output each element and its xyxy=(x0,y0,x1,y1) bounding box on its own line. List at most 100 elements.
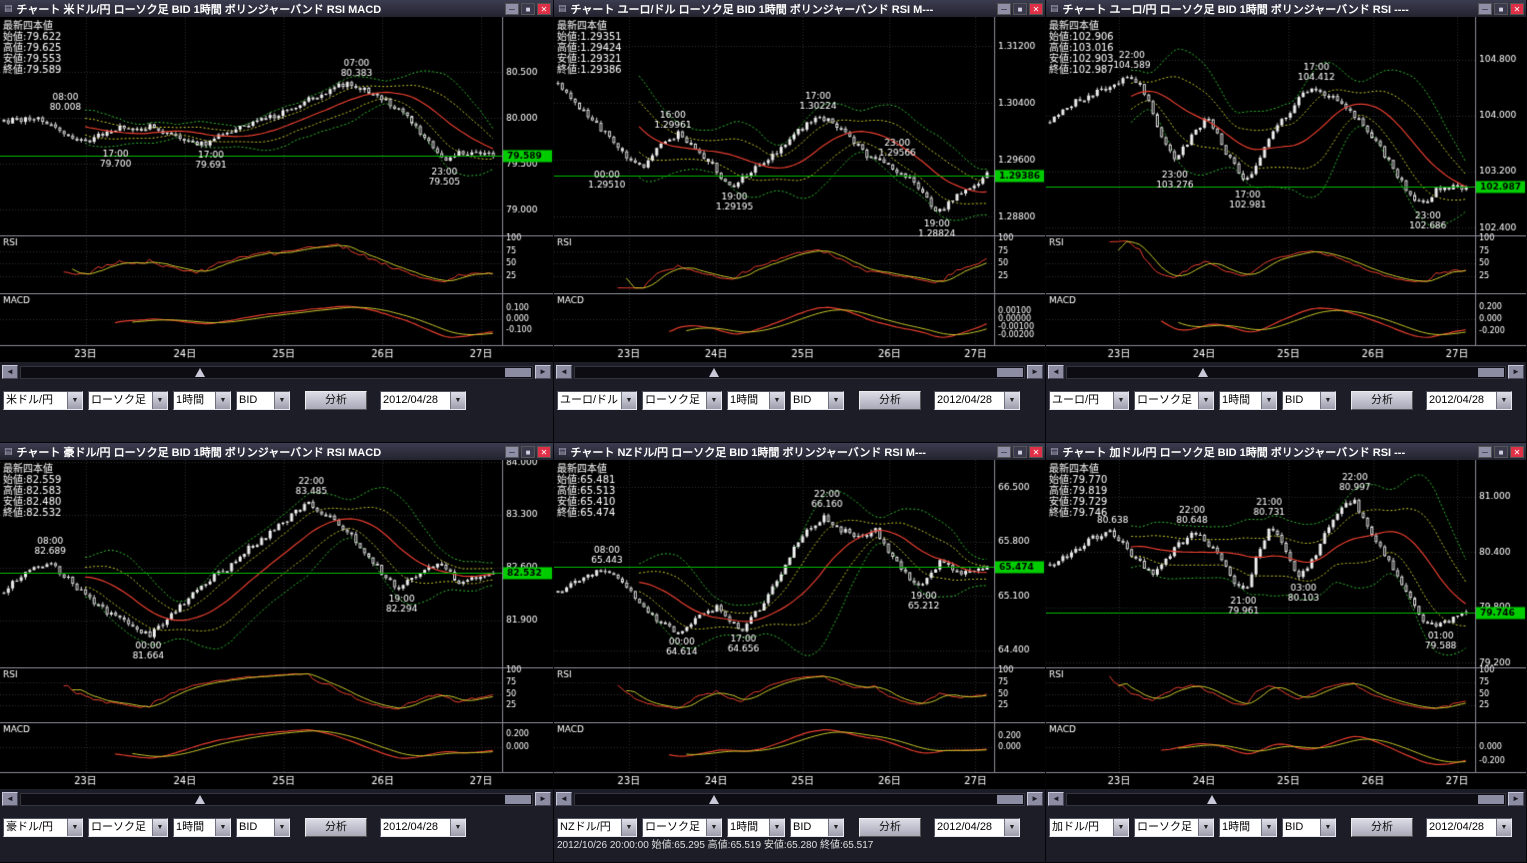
bid-ask-select[interactable]: BID ▼ xyxy=(790,817,844,837)
scrollbar-track[interactable] xyxy=(1066,365,1506,379)
bid-ask-select[interactable]: BID ▼ xyxy=(236,390,290,410)
minimize-button[interactable]: ─ xyxy=(1478,445,1492,458)
date-select[interactable]: 2012/04/28 ▼ xyxy=(1426,390,1512,410)
analyze-button[interactable]: 分析 xyxy=(305,817,367,837)
maximize-button[interactable]: ■ xyxy=(1494,445,1508,458)
price-chart-canvas[interactable] xyxy=(1046,460,1526,790)
close-button[interactable]: ✕ xyxy=(1029,2,1043,15)
chart-type-select[interactable]: ローソク足 ▼ xyxy=(1134,817,1214,837)
scroll-right-button[interactable]: ► xyxy=(1027,365,1043,380)
bid-ask-select[interactable]: BID ▼ xyxy=(1282,390,1336,410)
chart-window: ▤ チャート 米ドル/円 ローソク足 BID 1時間 ボリンジャーバンド RSI… xyxy=(0,0,554,443)
maximize-button[interactable]: ■ xyxy=(1494,2,1508,15)
scrollbar-track[interactable] xyxy=(20,365,533,379)
maximize-button[interactable]: ■ xyxy=(1013,445,1027,458)
period-select[interactable]: 1時間 ▼ xyxy=(173,817,231,837)
scrollbar-page-block[interactable] xyxy=(505,367,531,377)
scroll-right-button[interactable]: ► xyxy=(1027,792,1043,807)
maximize-button[interactable]: ■ xyxy=(1013,2,1027,15)
bid-ask-select[interactable]: BID ▼ xyxy=(790,390,844,410)
close-button[interactable]: ✕ xyxy=(537,445,551,458)
minimize-button[interactable]: ─ xyxy=(997,445,1011,458)
scroll-left-button[interactable]: ◄ xyxy=(556,365,572,380)
bid-ask-select[interactable]: BID ▼ xyxy=(1282,817,1336,837)
scrollbar-thumb[interactable] xyxy=(194,367,205,377)
period-select[interactable]: 1時間 ▼ xyxy=(727,390,785,410)
scrollbar-track[interactable] xyxy=(1066,792,1506,806)
pair-select[interactable]: NZドル/円 ▼ xyxy=(557,817,637,837)
chart-type-select[interactable]: ローソク足 ▼ xyxy=(88,817,168,837)
window-titlebar[interactable]: ▤ チャート ユーロ/円 ローソク足 BID 1時間 ボリンジャーバンド RSI… xyxy=(1046,0,1526,17)
scroll-left-button[interactable]: ◄ xyxy=(1048,792,1064,807)
scrollbar-track[interactable] xyxy=(574,792,1025,806)
window-titlebar[interactable]: ▤ チャート ユーロ/ドル ローソク足 BID 1時間 ボリンジャーバンド RS… xyxy=(554,0,1045,17)
scroll-right-button[interactable]: ► xyxy=(535,792,551,807)
price-chart-canvas[interactable] xyxy=(554,460,1045,790)
pair-select[interactable]: 米ドル/円 ▼ xyxy=(3,390,83,410)
chart-type-select[interactable]: ローソク足 ▼ xyxy=(642,390,722,410)
analyze-button[interactable]: 分析 xyxy=(1351,390,1413,410)
pair-select[interactable]: ユーロ/円 ▼ xyxy=(1049,390,1129,410)
period-select[interactable]: 1時間 ▼ xyxy=(727,817,785,837)
scrollbar-thumb[interactable] xyxy=(194,794,205,804)
window-titlebar[interactable]: ▤ チャート 加ドル/円 ローソク足 BID 1時間 ボリンジャーバンド RSI… xyxy=(1046,443,1526,460)
scrollbar-page-block[interactable] xyxy=(997,794,1023,804)
pair-select[interactable]: 豪ドル/円 ▼ xyxy=(3,817,83,837)
window-titlebar[interactable]: ▤ チャート NZドル/円 ローソク足 BID 1時間 ボリンジャーバンド RS… xyxy=(554,443,1045,460)
bid-ask-select[interactable]: BID ▼ xyxy=(236,817,290,837)
chevron-down-icon: ▼ xyxy=(828,391,843,409)
price-chart-canvas[interactable] xyxy=(0,460,553,790)
analyze-button[interactable]: 分析 xyxy=(859,390,921,410)
window-titlebar[interactable]: ▤ チャート 米ドル/円 ローソク足 BID 1時間 ボリンジャーバンド RSI… xyxy=(0,0,553,17)
date-select[interactable]: 2012/04/28 ▼ xyxy=(380,817,466,837)
minimize-button[interactable]: ─ xyxy=(505,2,519,15)
scrollbar-track[interactable] xyxy=(20,792,533,806)
date-select[interactable]: 2012/04/28 ▼ xyxy=(380,390,466,410)
scrollbar-page-block[interactable] xyxy=(997,367,1023,377)
date-select[interactable]: 2012/04/28 ▼ xyxy=(934,390,1020,410)
scrollbar-page-block[interactable] xyxy=(1478,367,1504,377)
scroll-right-button[interactable]: ► xyxy=(1508,365,1524,380)
scrollbar-thumb[interactable] xyxy=(1197,367,1208,377)
price-chart-canvas[interactable] xyxy=(1046,17,1526,363)
chart-type-value: ローソク足 xyxy=(1137,393,1192,406)
scroll-left-button[interactable]: ◄ xyxy=(1048,365,1064,380)
scrollbar-thumb[interactable] xyxy=(1206,794,1217,804)
scrollbar-page-block[interactable] xyxy=(1478,794,1504,804)
date-select[interactable]: 2012/04/28 ▼ xyxy=(934,817,1020,837)
close-button[interactable]: ✕ xyxy=(537,2,551,15)
chart-window-icon: ▤ xyxy=(4,3,13,13)
scroll-left-button[interactable]: ◄ xyxy=(2,365,18,380)
minimize-button[interactable]: ─ xyxy=(505,445,519,458)
scroll-left-button[interactable]: ◄ xyxy=(2,792,18,807)
scroll-right-button[interactable]: ► xyxy=(535,365,551,380)
scrollbar-page-block[interactable] xyxy=(505,794,531,804)
scroll-right-button[interactable]: ► xyxy=(1508,792,1524,807)
period-select[interactable]: 1時間 ▼ xyxy=(173,390,231,410)
analyze-button[interactable]: 分析 xyxy=(859,817,921,837)
analyze-button[interactable]: 分析 xyxy=(1351,817,1413,837)
close-button[interactable]: ✕ xyxy=(1029,445,1043,458)
maximize-button[interactable]: ■ xyxy=(521,2,535,15)
chart-type-select[interactable]: ローソク足 ▼ xyxy=(642,817,722,837)
period-select[interactable]: 1時間 ▼ xyxy=(1219,390,1277,410)
chart-type-select[interactable]: ローソク足 ▼ xyxy=(88,390,168,410)
chart-type-select[interactable]: ローソク足 ▼ xyxy=(1134,390,1214,410)
price-chart-canvas[interactable] xyxy=(0,17,553,363)
scrollbar-track[interactable] xyxy=(574,365,1025,379)
price-chart-canvas[interactable] xyxy=(554,17,1045,363)
scrollbar-thumb[interactable] xyxy=(709,367,720,377)
pair-select[interactable]: ユーロ/ドル ▼ xyxy=(557,390,637,410)
minimize-button[interactable]: ─ xyxy=(1478,2,1492,15)
scrollbar-thumb[interactable] xyxy=(709,794,720,804)
close-button[interactable]: ✕ xyxy=(1510,2,1524,15)
scroll-left-button[interactable]: ◄ xyxy=(556,792,572,807)
date-select[interactable]: 2012/04/28 ▼ xyxy=(1426,817,1512,837)
pair-select[interactable]: 加ドル/円 ▼ xyxy=(1049,817,1129,837)
close-button[interactable]: ✕ xyxy=(1510,445,1524,458)
minimize-button[interactable]: ─ xyxy=(997,2,1011,15)
window-titlebar[interactable]: ▤ チャート 豪ドル/円 ローソク足 BID 1時間 ボリンジャーバンド RSI… xyxy=(0,443,553,460)
maximize-button[interactable]: ■ xyxy=(521,445,535,458)
analyze-button[interactable]: 分析 xyxy=(305,390,367,410)
period-select[interactable]: 1時間 ▼ xyxy=(1219,817,1277,837)
